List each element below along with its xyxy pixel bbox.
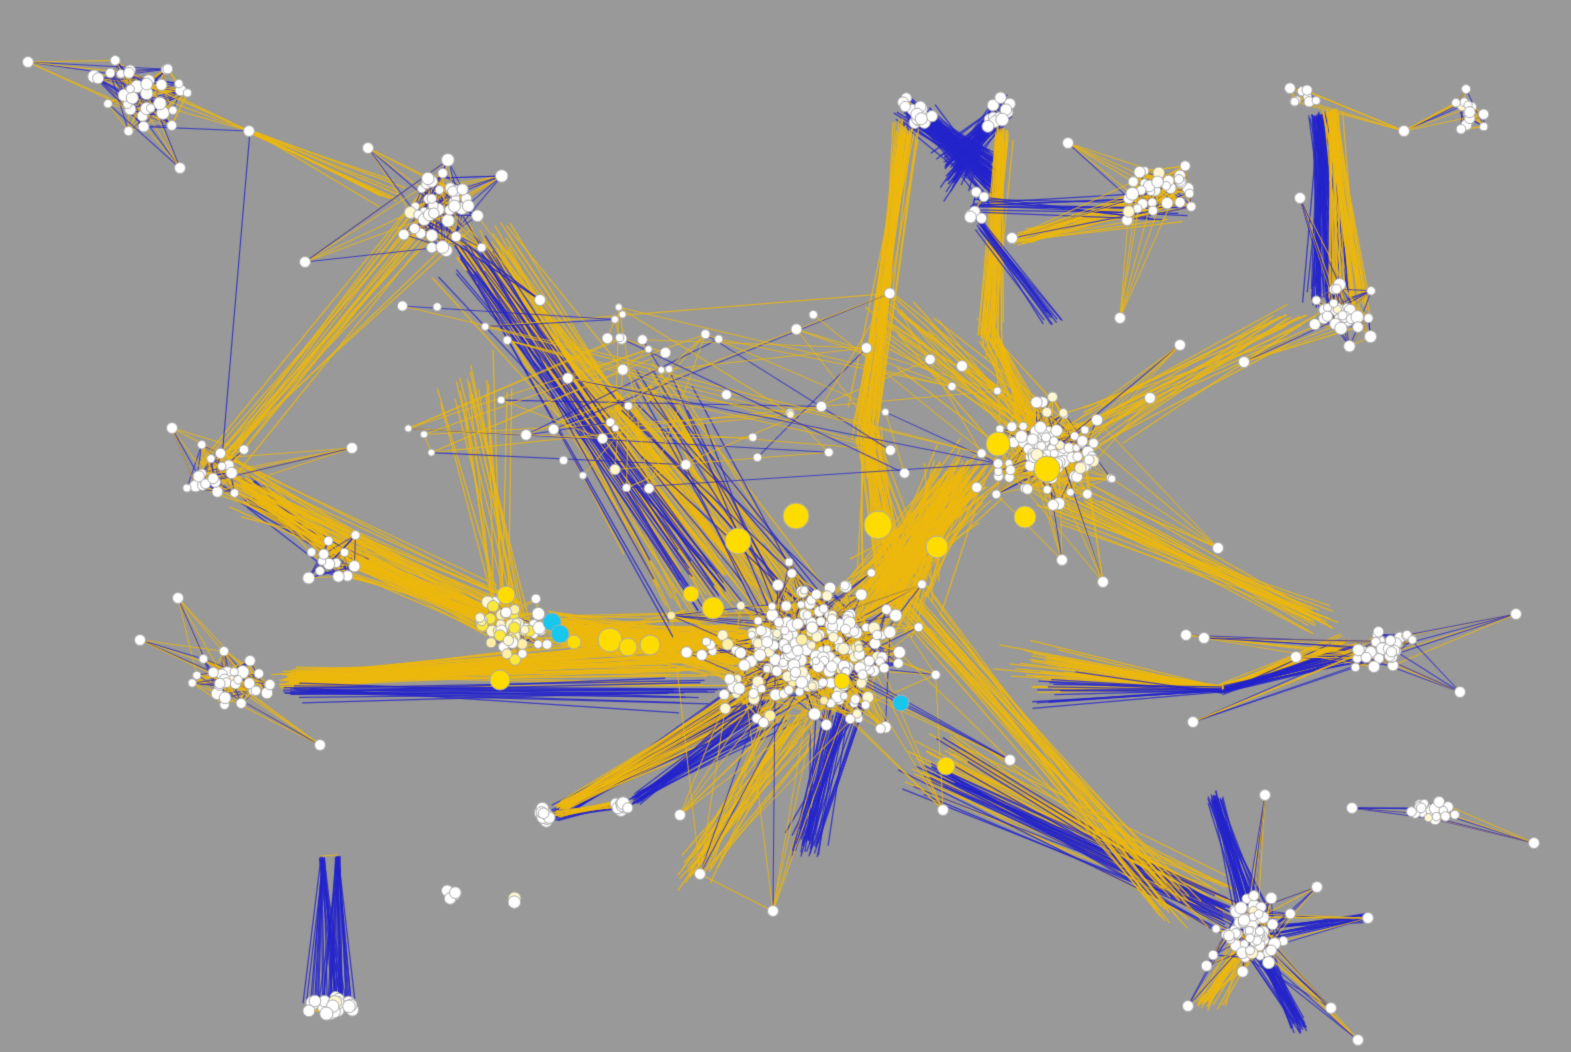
network-graph-canvas[interactable] [0,0,1571,1052]
graph-viewport [0,0,1571,1052]
